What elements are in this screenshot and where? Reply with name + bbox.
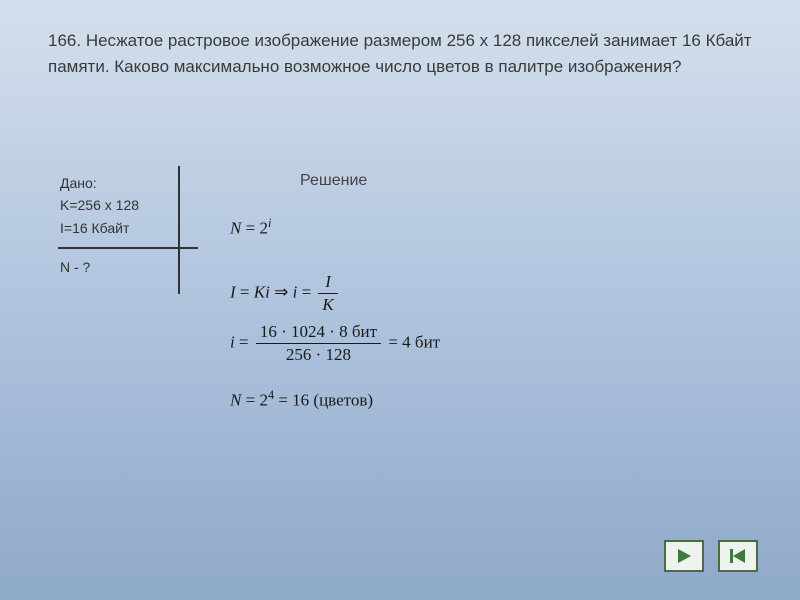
given-k: K=256 x 128	[60, 194, 192, 216]
given-find: N - ?	[58, 249, 198, 279]
nav-controls	[664, 540, 758, 572]
given-top: Дано: K=256 x 128 I=16 Кбайт	[58, 166, 198, 249]
given-divider	[178, 166, 180, 294]
formula-4: N = 24 = 16 (цветов)	[230, 388, 373, 411]
given-label: Дано:	[60, 172, 192, 194]
skip-back-icon	[728, 547, 748, 565]
formula-1: N = 2i	[230, 216, 271, 239]
problem-number: 166.	[48, 31, 81, 50]
given-i: I=16 Кбайт	[60, 217, 192, 239]
formula-2: I = Ki ⇒ i = I K	[230, 272, 341, 315]
given-block: Дано: K=256 x 128 I=16 Кбайт N - ?	[58, 166, 198, 279]
nav-prev-button[interactable]	[718, 540, 758, 572]
formula-3: i = 16 · 1024 · 8 бит 256 · 128 = 4 бит	[230, 322, 440, 365]
nav-next-button[interactable]	[664, 540, 704, 572]
play-icon	[675, 547, 693, 565]
problem-body: Несжатое растровое изображение размером …	[48, 31, 752, 76]
solution-label: Решение	[300, 172, 367, 190]
problem-statement: 166. Несжатое растровое изображение разм…	[0, 0, 800, 81]
